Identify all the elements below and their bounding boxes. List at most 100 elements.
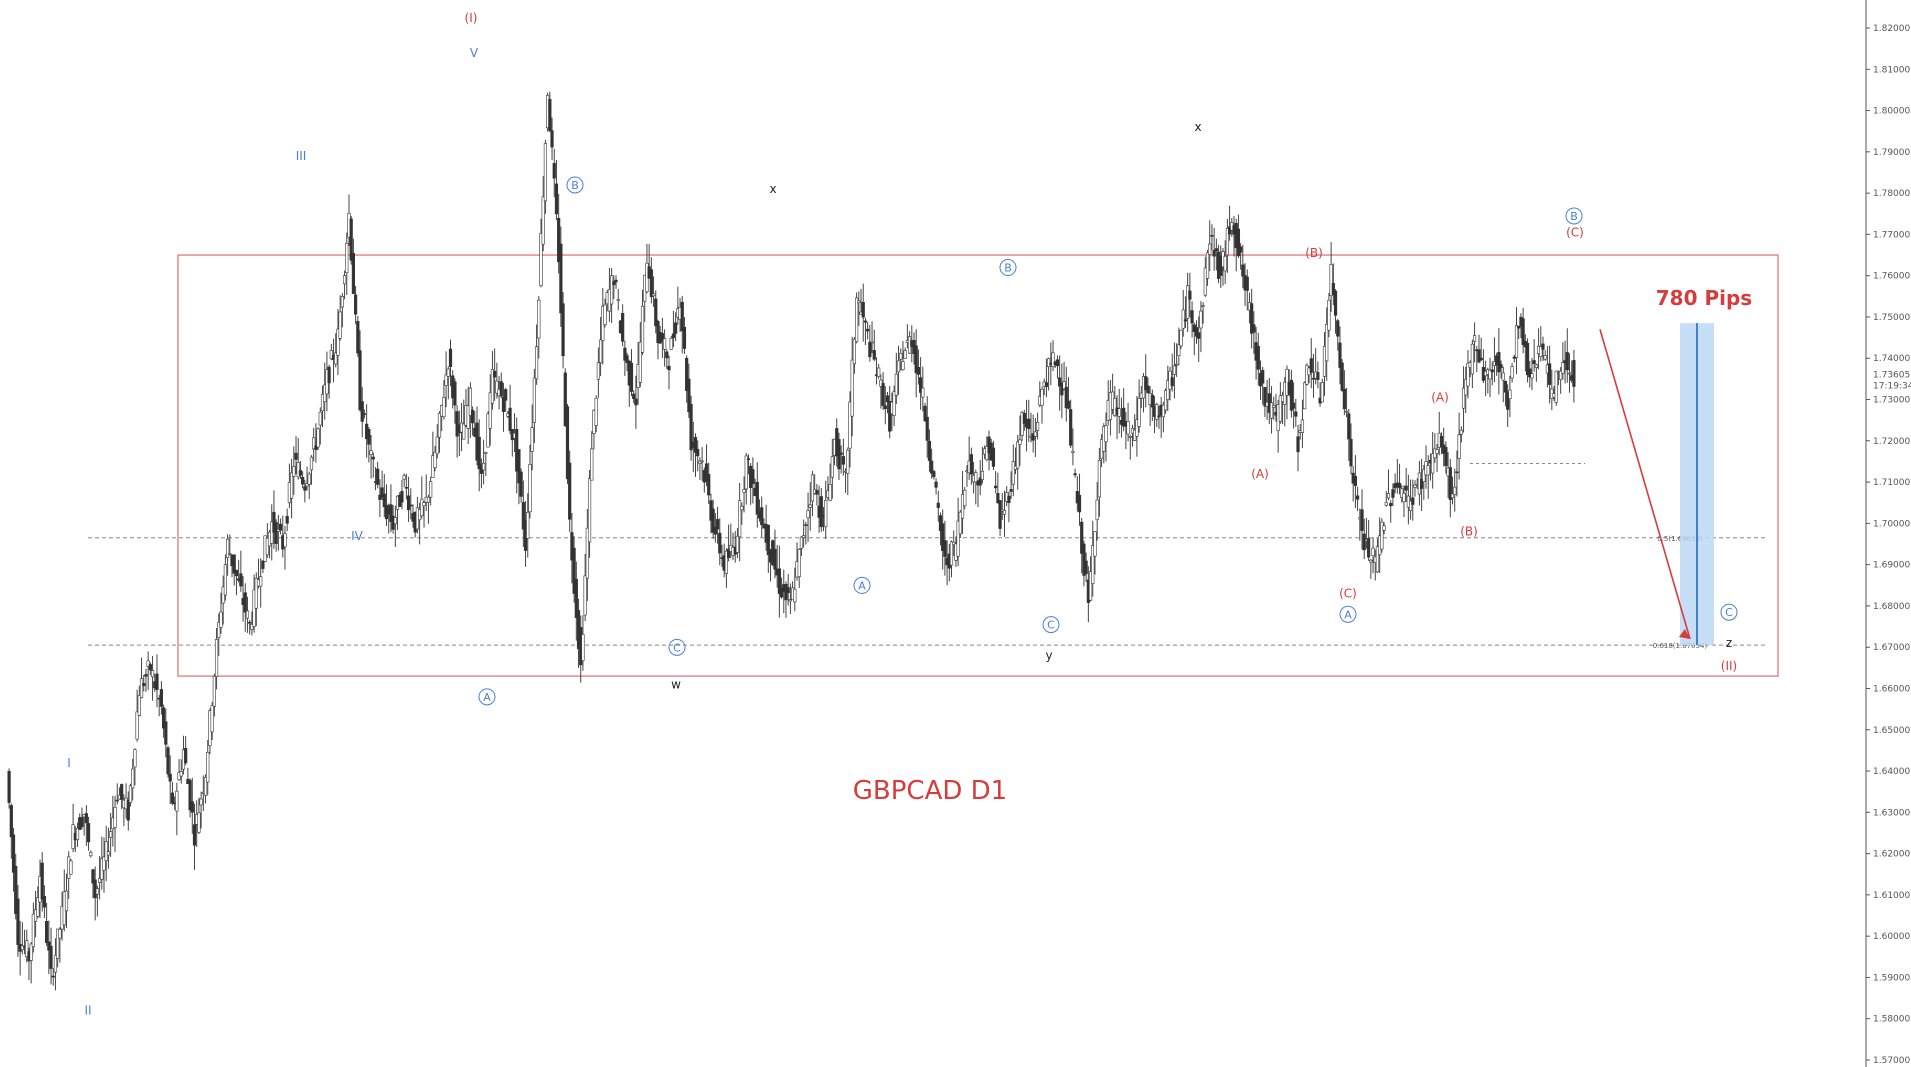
wave-label: (B) [1305,246,1323,260]
candle-body [1263,387,1267,407]
candle-body [131,768,135,789]
wave-label-circle [1565,207,1583,225]
candle-body [1402,493,1406,503]
candle-body [58,929,62,939]
candle-body [517,449,521,484]
candle-body [537,299,541,339]
wave-label: y [1045,649,1052,663]
chart-title: GBPCAD D1 [853,776,1007,806]
candle-body [799,536,804,549]
candle-body [259,576,263,587]
candle-body [1084,560,1088,574]
candle-body [360,401,364,422]
candle-body [1155,404,1159,420]
wave-label: B [1004,262,1012,275]
candle-body [978,477,982,486]
candle-body [245,610,250,619]
candle-body [1461,387,1466,409]
candle-body [80,817,84,827]
candle-body [376,468,380,485]
candle-body [1245,276,1249,291]
candle-body [56,928,60,959]
candle-body [437,413,442,438]
candle-body [1172,365,1177,375]
candle-body [9,805,13,838]
candle-body [1261,370,1265,384]
candle-body [1459,429,1463,435]
y-tick-label: 1.58000 [1873,1015,1910,1025]
candle-body [590,448,594,481]
candle-body [927,440,932,461]
candle-body [788,599,792,602]
y-tick-label: 1.73000 [1873,396,1910,406]
candle-body [1548,363,1552,385]
candle-body [742,489,746,493]
candle-body [806,510,810,519]
wave-label: (II) [1721,659,1737,673]
candle-body [726,548,731,558]
candle-body [685,357,689,391]
candle-body [1530,373,1534,379]
candle-body [1525,342,1530,376]
candle-body [1541,343,1545,350]
candle-body [466,405,470,429]
candle-body [75,827,80,840]
candle-body [704,463,709,482]
candle-body [1022,413,1026,424]
candle-body [261,560,265,569]
candle-body [501,397,506,412]
candle-body [958,511,962,535]
candle-body [1333,290,1338,316]
candle-body [1336,320,1340,337]
candle-body [380,487,384,498]
candle-body [139,678,144,699]
candle-body [711,508,715,533]
candle-body [530,427,534,452]
candle-body [338,311,342,339]
candle-body [1329,264,1333,296]
candle-body [610,275,614,305]
candle-body [305,483,309,487]
candle-body [36,897,40,917]
candle-body [828,484,832,501]
candle-body [521,502,525,530]
candle-body [102,856,106,871]
candle-body [340,296,344,308]
candle-body [1144,376,1148,391]
candle-body [1490,369,1494,373]
candle-body [192,824,197,846]
candle-body [265,537,269,556]
candle-body [1431,453,1435,474]
candle-body [1091,545,1095,584]
candle-body [1539,346,1543,357]
candle-body [1567,372,1572,375]
candle-body [1397,482,1402,489]
candle-body [1166,380,1170,400]
range-box [177,254,1779,677]
candle-body [1150,394,1154,408]
candle-body [166,747,170,775]
candle-body [409,504,413,507]
candle-body [144,674,148,677]
candle-body [852,339,857,365]
candle-body [1181,309,1185,329]
candle-body [214,639,219,677]
candle-body [278,523,283,531]
wave-label: I [67,756,71,770]
wave-label-circle [1042,616,1060,634]
candle-body [1369,559,1373,563]
candle-body [1250,303,1254,334]
candle-body [665,351,669,359]
candle-body [137,695,141,716]
y-tick-label: 1.68000 [1873,602,1910,612]
candle-body [996,493,1000,503]
candle-body [1199,310,1203,329]
candle-body [115,799,119,802]
candle-body [1044,382,1049,387]
y-tick-label: 1.82000 [1873,24,1910,34]
candle-body [95,888,99,895]
candle-body [883,405,887,410]
candle-body [1183,319,1188,322]
candle-body [356,321,360,354]
candle-body [793,588,797,603]
